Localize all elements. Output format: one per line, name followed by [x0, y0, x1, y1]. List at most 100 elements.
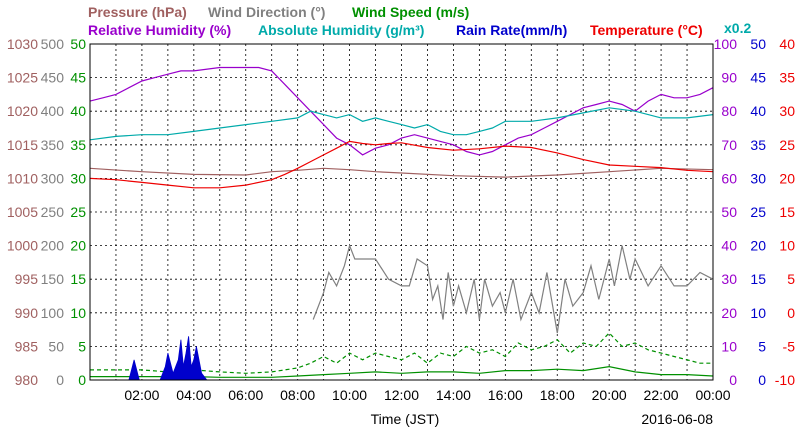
- grid-lines: [90, 44, 713, 380]
- series-wind-gust-m-s: [90, 332, 713, 374]
- y-tick-temperature: 40: [779, 36, 795, 52]
- y-tick-temperature: 25: [779, 137, 795, 153]
- y-tick-wind-speed: 20: [70, 238, 86, 254]
- y-tick-humidity: 40: [721, 238, 737, 254]
- y-tick-temperature: 30: [779, 103, 795, 119]
- x-tick-label: 16:00: [488, 387, 523, 403]
- y-axes: 1030102510201015101010051000995990985980…: [7, 36, 795, 388]
- y-tick-pressure: 990: [15, 305, 39, 321]
- legend-item: Absolute Humidity (g/m³): [258, 22, 424, 38]
- y-tick-wind-direction: 500: [41, 36, 65, 52]
- legend-item: Rain Rate(mm/h): [456, 22, 567, 38]
- y-tick-humidity: 50: [721, 204, 737, 220]
- y-tick-humidity: 10: [721, 338, 737, 354]
- y-tick-wind-speed: 5: [78, 338, 86, 354]
- y-tick-wind-direction: 200: [41, 238, 65, 254]
- legend-item: Temperature (°C): [590, 22, 703, 38]
- y-tick-wind-direction: 150: [41, 271, 65, 287]
- y-tick-wind-direction: 350: [41, 137, 65, 153]
- y-tick-rain-rate: 40: [750, 103, 766, 119]
- y-tick-wind-speed: 40: [70, 103, 86, 119]
- series-wind-direction: [312, 243, 714, 334]
- x-tick-label: 06:00: [228, 387, 263, 403]
- x-tick-label: 04:00: [176, 387, 211, 403]
- y-tick-pressure: 1015: [7, 137, 38, 153]
- x-tick-label: 20:00: [592, 387, 627, 403]
- series-pressure-hpa: [89, 167, 714, 178]
- x-tick-label: 00:00: [695, 387, 730, 403]
- date-label: 2016-06-08: [641, 411, 713, 427]
- y-tick-humidity: 20: [721, 305, 737, 321]
- y-tick-humidity: 70: [721, 137, 737, 153]
- plot-series: [89, 66, 714, 381]
- y-tick-temperature: 15: [779, 204, 795, 220]
- y-tick-wind-direction: 100: [41, 305, 65, 321]
- y-tick-wind-direction: 50: [48, 338, 64, 354]
- plot-frame: [89, 43, 714, 381]
- y-tick-rain-rate: 30: [750, 170, 766, 186]
- y-tick-pressure: 1030: [7, 36, 38, 52]
- y-tick-pressure: 995: [15, 271, 39, 287]
- y-tick-temperature: -5: [783, 338, 796, 354]
- y-tick-wind-direction: 0: [56, 372, 64, 388]
- x-tick-label: 08:00: [280, 387, 315, 403]
- y-tick-wind-speed: 15: [70, 271, 86, 287]
- y-tick-wind-speed: 0: [78, 372, 86, 388]
- y-tick-wind-speed: 35: [70, 137, 86, 153]
- y-tick-rain-rate: 45: [750, 70, 766, 86]
- y-tick-temperature: 20: [779, 170, 795, 186]
- x-axis: 02:00 04:00 06:00 08:00 10:00 12:00 14:00 16:00…: [124, 387, 730, 427]
- y-tick-pressure: 985: [15, 338, 39, 354]
- y-tick-humidity: 30: [721, 271, 737, 287]
- legend-item: Pressure (hPa): [88, 4, 187, 20]
- y-tick-humidity: 80: [721, 103, 737, 119]
- y-tick-temperature: 10: [779, 238, 795, 254]
- y-tick-rain-rate: 35: [750, 137, 766, 153]
- y-tick-pressure: 1020: [7, 103, 38, 119]
- x-tick-label: 10:00: [332, 387, 367, 403]
- y-tick-wind-speed: 10: [70, 305, 86, 321]
- y-tick-rain-rate: 25: [750, 204, 766, 220]
- y-tick-temperature: 0: [787, 305, 795, 321]
- y-tick-pressure: 1025: [7, 70, 38, 86]
- abs-humidity-scale-label: x0.2: [724, 20, 751, 36]
- y-tick-wind-speed: 25: [70, 204, 86, 220]
- y-tick-rain-rate: 0: [758, 372, 766, 388]
- y-tick-temperature: 35: [779, 70, 795, 86]
- y-tick-rain-rate: 20: [750, 238, 766, 254]
- y-tick-temperature: 5: [787, 271, 795, 287]
- y-tick-humidity: 90: [721, 70, 737, 86]
- y-tick-pressure: 1005: [7, 204, 38, 220]
- y-tick-rain-rate: 50: [750, 36, 766, 52]
- series-relative-humidity: [89, 66, 714, 156]
- y-tick-rain-rate: 5: [758, 338, 766, 354]
- legend-item: Wind Direction (°): [208, 4, 325, 20]
- y-tick-wind-direction: 400: [41, 103, 65, 119]
- y-tick-rain-rate: 10: [750, 305, 766, 321]
- x-tick-label: 14:00: [436, 387, 471, 403]
- y-tick-wind-direction: 300: [41, 170, 65, 186]
- y-tick-pressure: 1010: [7, 170, 38, 186]
- y-tick-wind-direction: 450: [41, 70, 65, 86]
- series-temperature-c: [89, 140, 714, 189]
- x-tick-label: 22:00: [644, 387, 679, 403]
- x-axis-label: Time (JST): [371, 411, 440, 427]
- x-tick-label: 12:00: [384, 387, 419, 403]
- y-tick-wind-speed: 50: [70, 36, 86, 52]
- y-tick-wind-speed: 45: [70, 70, 86, 86]
- y-tick-wind-direction: 250: [41, 204, 65, 220]
- y-tick-rain-rate: 15: [750, 271, 766, 287]
- x-tick-label: 18:00: [540, 387, 575, 403]
- y-tick-temperature: -10: [775, 372, 795, 388]
- x-tick-label: 02:00: [124, 387, 159, 403]
- y-tick-wind-speed: 30: [70, 170, 86, 186]
- y-tick-pressure: 1000: [7, 238, 38, 254]
- y-tick-humidity: 100: [714, 36, 738, 52]
- y-tick-humidity: 0: [729, 372, 737, 388]
- chart-legend: Pressure (hPa) Wind Direction (°) Wind Spe…: [88, 4, 751, 38]
- series-absolute-humidity-g-m: [89, 107, 714, 141]
- y-tick-humidity: 60: [721, 170, 737, 186]
- y-tick-pressure: 980: [15, 372, 39, 388]
- legend-item: Wind Speed (m/s): [352, 4, 469, 20]
